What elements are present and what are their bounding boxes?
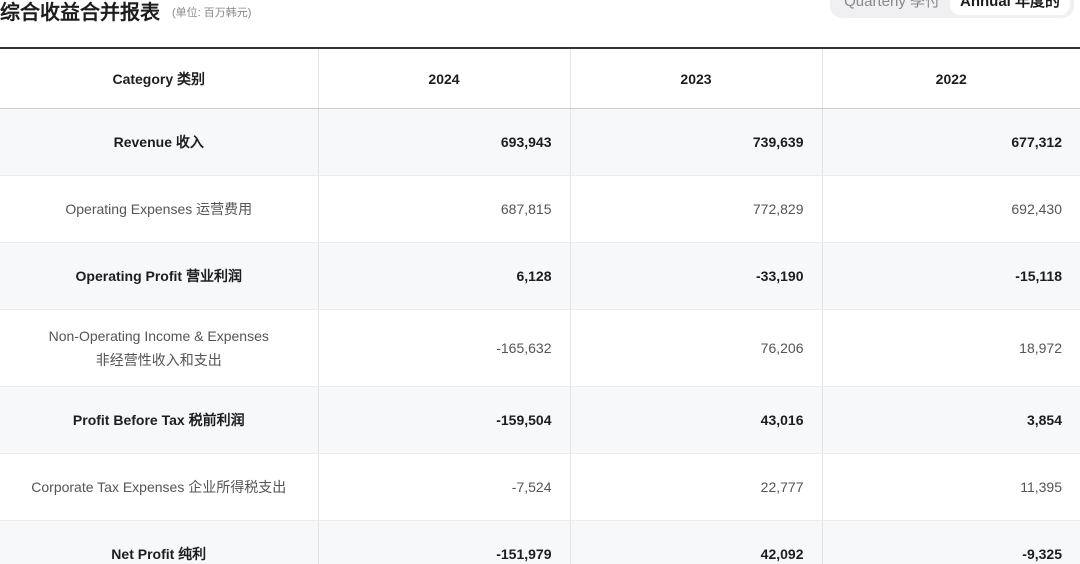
cell-value: 18,972 [822, 309, 1080, 387]
header-row: Category 类别 2024 2023 2022 [0, 48, 1080, 109]
row-label: Revenue 收入 [0, 108, 319, 176]
cell-value: 677,312 [822, 108, 1080, 176]
toggle-annual[interactable]: Annual 年度的 [950, 0, 1070, 15]
table-body: Revenue 收入 693,943 739,639 677,312 Operating… [0, 108, 1080, 564]
cell-value: -7,524 [318, 453, 571, 521]
table-row: Operating Expenses 运营费用 687,815 772,829 692… [0, 175, 1080, 243]
column-header: 2023 [570, 48, 823, 109]
table-row: Non-Operating Income & Expenses 非经营性收入和支… [0, 309, 1080, 387]
row-label: Corporate Tax Expenses 企业所得税支出 [0, 453, 319, 521]
cell-value: 772,829 [570, 175, 823, 243]
table-row: Revenue 收入 693,943 739,639 677,312 [0, 108, 1080, 176]
table-row: Profit Before Tax 税前利润 -159,504 43,016 3,85… [0, 386, 1080, 454]
cell-value: 687,815 [318, 175, 571, 243]
cell-value: -15,118 [822, 242, 1080, 310]
row-label: Net Profit 纯利 [0, 520, 319, 564]
row-label: Operating Profit 营业利润 [0, 242, 319, 310]
cell-value: -151,979 [318, 520, 571, 564]
cell-value: 43,016 [570, 386, 823, 454]
cell-value: 76,206 [570, 309, 823, 387]
column-header: 2022 [822, 48, 1080, 109]
cell-value: -165,632 [318, 309, 571, 387]
period-toggle: Quarterly 季付 Annual 年度的 [830, 0, 1074, 18]
table-row: Net Profit 纯利 -151,979 42,092 -9,325 [0, 520, 1080, 564]
column-header: 2024 [318, 48, 571, 109]
income-table: Category 类别 2024 2023 2022 Revenue 收入 693,94… [0, 47, 1080, 564]
cell-value: 739,639 [570, 108, 823, 176]
cell-value: -159,504 [318, 386, 571, 454]
cell-value: 42,092 [570, 520, 823, 564]
cell-value: 22,777 [570, 453, 823, 521]
row-label: Profit Before Tax 税前利润 [0, 386, 319, 454]
cell-value: -33,190 [570, 242, 823, 310]
cell-value: -9,325 [822, 520, 1080, 564]
row-label: Non-Operating Income & Expenses 非经营性收入和支… [0, 309, 319, 387]
cell-value: 693,943 [318, 108, 571, 176]
table-row: Operating Profit 营业利润 6,128 -33,190 -15,118 [0, 242, 1080, 310]
row-label: Operating Expenses 运营费用 [0, 175, 319, 243]
column-header: Category 类别 [0, 48, 319, 109]
cell-value: 11,395 [822, 453, 1080, 521]
cell-value: 6,128 [318, 242, 571, 310]
unit: (单位: 百万韩元) [172, 7, 252, 19]
cell-value: 692,430 [822, 175, 1080, 243]
table-row: Corporate Tax Expenses 企业所得税支出 -7,524 22,7… [0, 453, 1080, 521]
title: 综合收益合并报表 [0, 2, 160, 24]
cell-value: 3,854 [822, 386, 1080, 454]
toggle-quarterly[interactable]: Quarterly 季付 [844, 0, 940, 10]
